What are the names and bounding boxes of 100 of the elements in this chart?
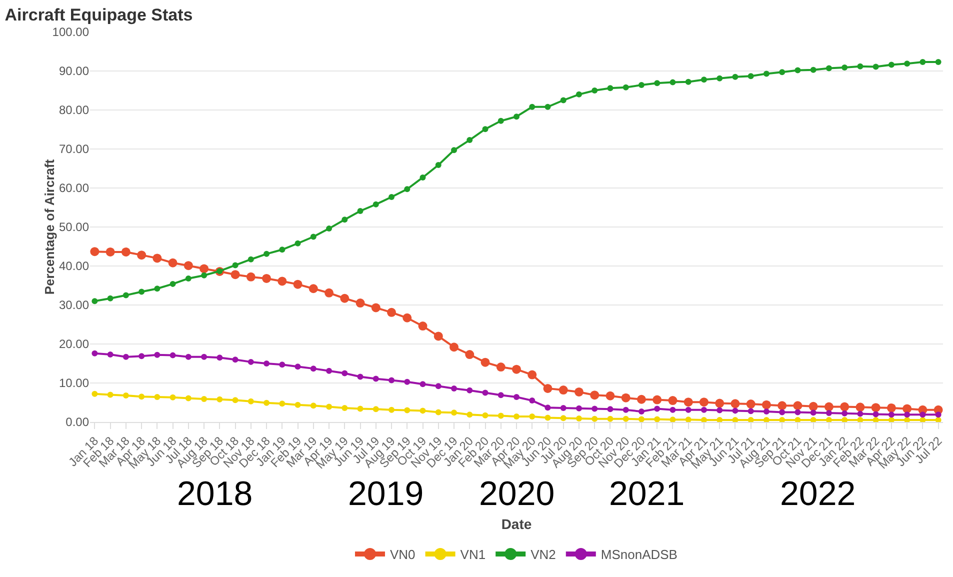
point: [372, 406, 379, 412]
point: [388, 194, 395, 200]
y-tick-label: 10.00: [58, 376, 90, 390]
point: [872, 411, 879, 418]
point: [576, 91, 582, 98]
point: [842, 64, 848, 70]
point: [138, 288, 145, 295]
point: [763, 417, 770, 422]
point: [748, 417, 754, 422]
point: [185, 395, 192, 402]
point: [810, 410, 816, 416]
point: [262, 274, 272, 283]
point: [451, 410, 458, 416]
point: [514, 414, 520, 420]
point: [592, 88, 598, 94]
point: [700, 406, 707, 413]
point: [607, 406, 614, 412]
point: [92, 390, 98, 397]
point: [232, 356, 238, 363]
point: [920, 417, 926, 422]
y-tick-label: 80.00: [58, 103, 90, 118]
point: [763, 70, 770, 77]
point: [372, 376, 379, 382]
point: [466, 412, 473, 418]
point: [420, 381, 426, 388]
point: [294, 364, 301, 370]
point: [826, 65, 832, 72]
point: [778, 401, 787, 410]
point: [435, 409, 442, 416]
point: [90, 247, 100, 256]
point: [451, 385, 458, 392]
point: [514, 394, 520, 400]
point: [794, 417, 801, 422]
point: [543, 384, 552, 393]
point: [466, 137, 473, 144]
text: 2020: [479, 475, 555, 513]
point: [170, 280, 176, 287]
point: [107, 392, 114, 398]
point: [450, 342, 459, 352]
y-tick-label: 50.00: [58, 220, 90, 234]
point: [420, 174, 426, 180]
point: [404, 378, 410, 385]
point: [170, 352, 176, 358]
point: [279, 362, 286, 368]
point: [746, 400, 756, 409]
point: [592, 416, 598, 422]
point: [544, 414, 551, 421]
point: [763, 408, 770, 414]
point: [622, 406, 629, 413]
point: [498, 392, 504, 398]
point: [248, 256, 254, 262]
point: [872, 417, 879, 422]
point: [871, 403, 880, 412]
point: [920, 412, 926, 418]
point: [732, 74, 738, 80]
point: [652, 395, 662, 404]
point: [607, 85, 614, 92]
y-axis-title: Percentage of Aircraft: [42, 158, 57, 295]
point: [342, 216, 348, 223]
point: [482, 412, 488, 418]
point: [107, 295, 114, 302]
point: [779, 409, 786, 416]
y-tick-label: 90.00: [58, 64, 90, 78]
point: [154, 352, 160, 358]
point: [826, 410, 832, 416]
point: [154, 286, 160, 292]
point: [388, 377, 395, 384]
point: [216, 354, 223, 361]
y-tick-label: 30.00: [58, 298, 90, 312]
point: [122, 292, 129, 298]
point: [529, 414, 536, 420]
point: [387, 308, 396, 317]
point: [122, 392, 129, 398]
point: [716, 75, 723, 82]
legend-label: VN0: [390, 547, 416, 562]
point: [201, 354, 208, 360]
point: [232, 262, 238, 268]
point: [670, 79, 676, 86]
point: [371, 303, 380, 312]
point: [326, 404, 332, 410]
point: [232, 397, 238, 404]
point: [654, 406, 660, 412]
point: [590, 390, 600, 400]
point: [514, 114, 520, 120]
point: [294, 240, 301, 246]
point: [264, 400, 270, 406]
point: [185, 275, 192, 282]
legend-label: VN1: [460, 547, 486, 562]
point: [248, 358, 254, 365]
point: [310, 366, 316, 372]
point: [857, 410, 864, 417]
point: [856, 402, 865, 412]
point: [857, 63, 864, 70]
legend-label: VN2: [530, 547, 556, 562]
point: [278, 276, 287, 286]
point: [794, 409, 801, 416]
point: [685, 78, 692, 85]
point: [716, 417, 723, 422]
point: [638, 82, 644, 88]
point: [152, 254, 162, 263]
